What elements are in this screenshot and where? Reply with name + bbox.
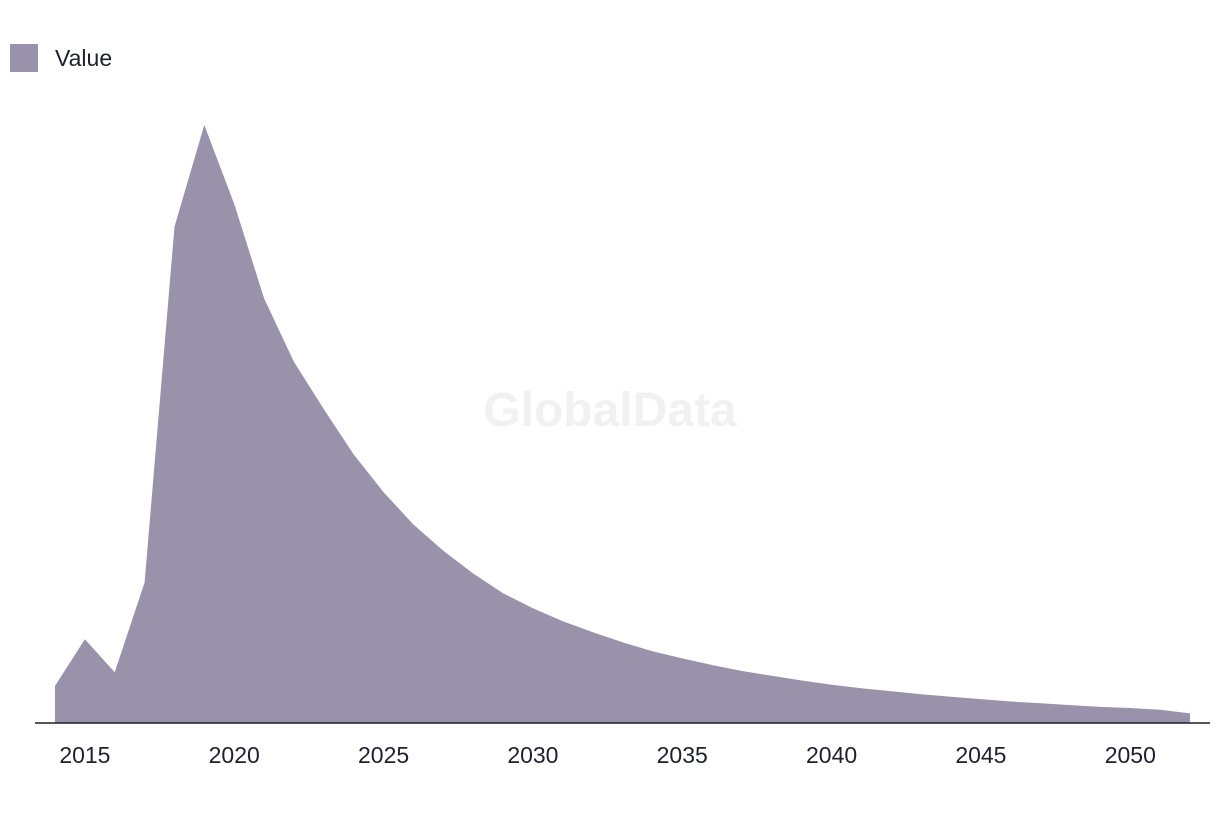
x-tick-label: 2030 — [507, 742, 558, 768]
x-tick-label: 2050 — [1105, 742, 1156, 768]
x-tick-label: 2015 — [59, 742, 110, 768]
legend-swatch — [10, 44, 38, 72]
area-series-0 — [55, 125, 1190, 723]
x-tick-labels: 2015 2020 2025 2030 2035 2040 2045 2050 — [59, 742, 1156, 768]
x-tick-label: 2020 — [209, 742, 260, 768]
x-tick-label: 2035 — [657, 742, 708, 768]
x-tick-label: 2045 — [955, 742, 1006, 768]
legend-label: Value — [55, 44, 113, 71]
watermark: GlobalData — [483, 384, 737, 437]
x-tick-label: 2025 — [358, 742, 409, 768]
series-layer — [55, 125, 1190, 723]
legend: Value — [10, 44, 112, 72]
x-tick-label: 2040 — [806, 742, 857, 768]
